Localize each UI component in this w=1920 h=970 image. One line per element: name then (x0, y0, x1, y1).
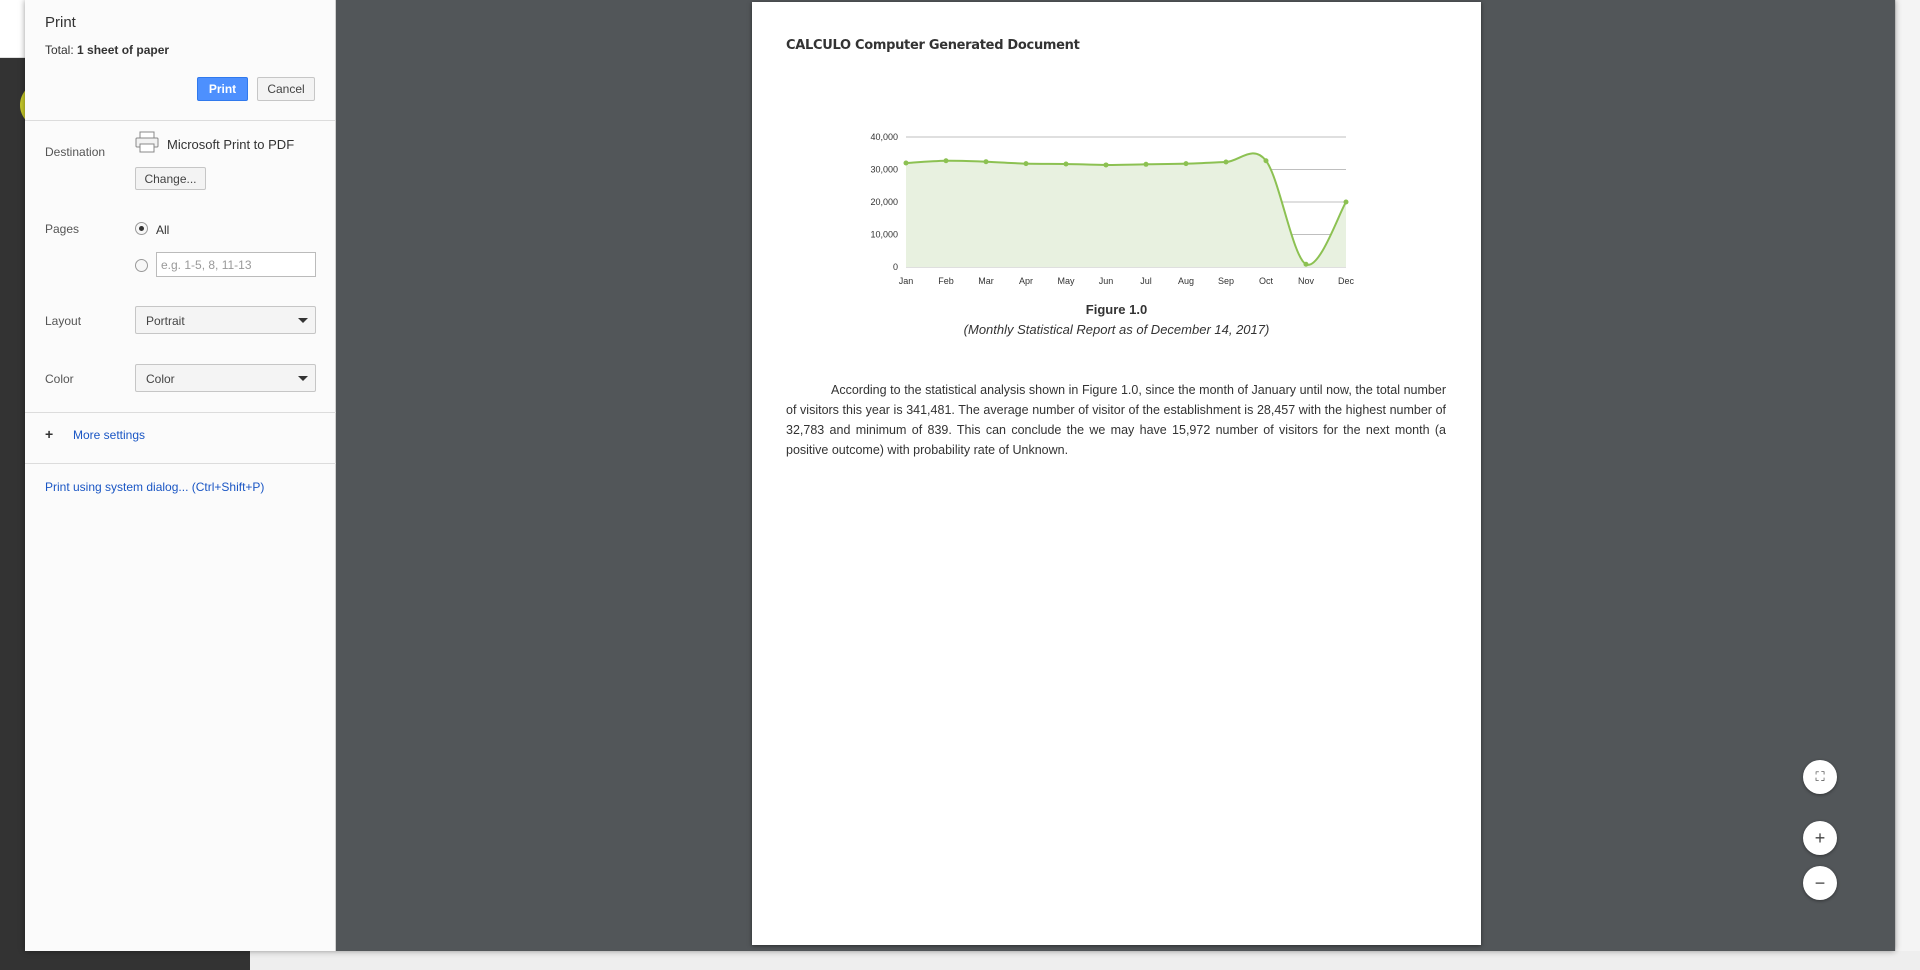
chevron-down-icon (298, 318, 308, 323)
divider (25, 412, 336, 413)
x-tick-label: Nov (1298, 276, 1315, 286)
data-point (1184, 161, 1189, 166)
divider (25, 463, 336, 464)
data-point (1264, 158, 1269, 163)
y-tick-label: 40,000 (870, 132, 898, 142)
x-tick-label: Dec (1338, 276, 1355, 286)
x-tick-label: Oct (1259, 276, 1274, 286)
layout-select[interactable]: Portrait (135, 306, 316, 334)
data-point (984, 159, 989, 164)
more-settings-link[interactable]: + More settings (45, 426, 145, 442)
background-right-strip (1895, 0, 1920, 970)
pages-custom-radio[interactable] (135, 259, 148, 272)
destination-label: Destination (45, 145, 105, 159)
x-tick-label: Jun (1099, 276, 1114, 286)
dialog-title: Print (45, 14, 315, 31)
print-button[interactable]: Print (197, 77, 248, 101)
cancel-button[interactable]: Cancel (257, 77, 315, 101)
fit-to-page-button[interactable]: ⛶ (1803, 760, 1837, 794)
figure-title: Figure 1.0 (752, 302, 1481, 317)
x-tick-label: Sep (1218, 276, 1234, 286)
data-point (1104, 162, 1109, 167)
printer-icon (135, 131, 159, 153)
pages-label: Pages (45, 222, 79, 236)
y-tick-label: 0 (893, 262, 898, 272)
total-prefix: Total: (45, 43, 77, 57)
area-fill (906, 153, 1346, 267)
zoom-out-icon: − (1815, 873, 1826, 894)
data-point (1024, 161, 1029, 166)
zoom-in-icon: + (1815, 828, 1826, 849)
data-point (1064, 161, 1069, 166)
data-point (944, 158, 949, 163)
layout-label: Layout (45, 314, 81, 328)
x-tick-label: Apr (1019, 276, 1033, 286)
change-destination-button[interactable]: Change... (135, 167, 206, 190)
pages-all-radio[interactable] (135, 222, 148, 235)
y-tick-label: 20,000 (870, 197, 898, 207)
x-tick-label: Mar (978, 276, 994, 286)
document-title: CALCULO Computer Generated Document (786, 38, 1080, 53)
data-point (1224, 160, 1229, 165)
chevron-down-icon (298, 376, 308, 381)
zoom-out-button[interactable]: − (1803, 866, 1837, 900)
layout-value: Portrait (146, 314, 185, 328)
color-label: Color (45, 372, 74, 386)
data-point (1344, 200, 1349, 205)
print-settings-panel: Print Total: 1 sheet of paper Print Canc… (25, 0, 336, 951)
data-point (1304, 262, 1309, 267)
x-tick-label: Jul (1140, 276, 1152, 286)
color-select[interactable]: Color (135, 364, 316, 392)
document-paragraph: According to the statistical analysis sh… (786, 380, 1446, 460)
pages-all-label: All (156, 223, 169, 237)
more-settings-label: More settings (73, 428, 145, 442)
figure-caption: (Monthly Statistical Report as of Decemb… (752, 322, 1481, 337)
total-value: 1 sheet of paper (77, 43, 169, 57)
data-point (904, 161, 909, 166)
print-header: Print Total: 1 sheet of paper Print Canc… (25, 0, 335, 121)
zoom-in-button[interactable]: + (1803, 821, 1837, 855)
destination-name: Microsoft Print to PDF (167, 137, 294, 152)
y-tick-label: 30,000 (870, 165, 898, 175)
x-tick-label: Feb (938, 276, 954, 286)
preview-page: CALCULO Computer Generated Document 0 10,… (752, 2, 1481, 945)
pages-custom-input[interactable] (156, 252, 316, 277)
print-preview-overlay: Print Total: 1 sheet of paper Print Canc… (25, 0, 1895, 951)
background-bottom-strip (250, 951, 1920, 970)
total-sheets: Total: 1 sheet of paper (45, 43, 315, 57)
fit-to-page-icon: ⛶ (1815, 769, 1824, 785)
y-tick-label: 10,000 (870, 230, 898, 240)
system-dialog-link[interactable]: Print using system dialog... (Ctrl+Shift… (45, 480, 264, 494)
x-tick-label: Jan (899, 276, 914, 286)
color-value: Color (146, 372, 175, 386)
plus-icon: + (45, 426, 59, 442)
x-tick-label: Aug (1178, 276, 1194, 286)
visitors-chart: 0 10,000 20,000 30,000 40,000 Jan Feb Mar Apr May… (852, 122, 1372, 297)
data-point (1144, 162, 1149, 167)
x-tick-label: May (1057, 276, 1075, 286)
